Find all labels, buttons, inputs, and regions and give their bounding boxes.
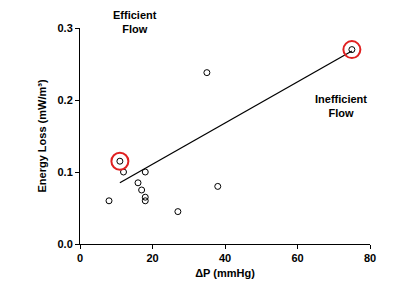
svg-text:0.1: 0.1 bbox=[58, 166, 73, 178]
svg-text:0: 0 bbox=[77, 252, 83, 264]
svg-text:ΔP (mmHg): ΔP (mmHg) bbox=[195, 267, 255, 279]
svg-text:0.3: 0.3 bbox=[58, 22, 73, 34]
svg-text:Energy Loss (mW/m³): Energy Loss (mW/m³) bbox=[36, 79, 48, 192]
svg-text:EfficientFlow: EfficientFlow bbox=[113, 9, 157, 35]
svg-text:0.2: 0.2 bbox=[58, 94, 73, 106]
svg-text:0.0: 0.0 bbox=[58, 238, 73, 250]
svg-text:InefficientFlow: InefficientFlow bbox=[315, 93, 367, 119]
svg-text:20: 20 bbox=[146, 252, 158, 264]
svg-text:80: 80 bbox=[364, 252, 376, 264]
svg-text:40: 40 bbox=[219, 252, 231, 264]
svg-text:60: 60 bbox=[291, 252, 303, 264]
